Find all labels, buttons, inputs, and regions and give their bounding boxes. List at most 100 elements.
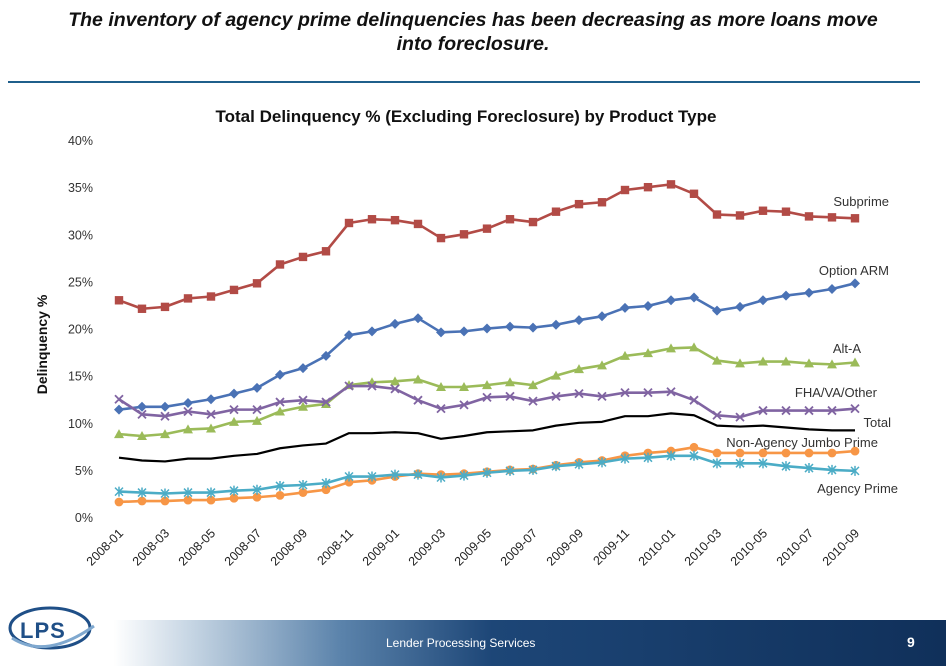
data-point (229, 404, 239, 415)
series-line (118, 282, 856, 411)
x-tick-label: 2010-05 (728, 526, 770, 568)
data-point (206, 487, 216, 498)
data-point (735, 448, 745, 458)
data-point (206, 495, 216, 505)
data-point (781, 356, 791, 366)
data-point (114, 394, 124, 404)
data-point (551, 461, 561, 472)
data-point (321, 247, 331, 256)
data-point (620, 302, 630, 313)
data-point (689, 450, 699, 461)
series-label: Option ARM (819, 263, 889, 278)
data-point (183, 487, 193, 498)
data-point (137, 304, 147, 313)
series-line (118, 384, 856, 419)
series-line (118, 346, 856, 438)
data-point (137, 409, 147, 419)
x-tick-label: 2009-03 (406, 526, 448, 568)
data-point (206, 423, 216, 433)
data-point (206, 409, 216, 419)
data-point (643, 300, 653, 311)
data-point (574, 199, 584, 209)
data-point (367, 215, 377, 224)
data-point (643, 182, 653, 192)
y-tick-label: 35% (68, 181, 93, 195)
headline-line-1: The inventory of agency prime delinquenc… (68, 9, 878, 31)
data-point (206, 292, 216, 301)
data-point (620, 453, 630, 464)
series-alt-a (114, 342, 860, 441)
data-point (850, 446, 860, 456)
data-point (482, 392, 492, 402)
y-axis-label: Delinquency % (34, 294, 50, 394)
data-point (620, 185, 630, 195)
data-point (344, 330, 354, 341)
data-point (528, 464, 538, 475)
data-point (620, 388, 630, 398)
data-point (114, 429, 124, 439)
data-point (114, 404, 124, 415)
footer-bar (0, 620, 946, 666)
data-point (390, 215, 400, 225)
x-tick-label: 2008-11 (314, 526, 356, 568)
data-point (712, 410, 722, 420)
data-point (298, 252, 308, 262)
data-point (436, 472, 446, 483)
headline-line-2: into foreclosure. (396, 33, 550, 55)
data-point (137, 496, 147, 506)
data-point (160, 488, 170, 499)
x-tick-label: 2009-09 (544, 526, 586, 568)
data-point (390, 469, 400, 480)
data-point (459, 381, 469, 391)
data-point (528, 217, 538, 227)
data-point (735, 301, 745, 312)
data-point (482, 323, 492, 334)
series-line (118, 183, 856, 311)
data-point (551, 370, 561, 380)
data-point (551, 391, 561, 402)
data-point (666, 450, 676, 461)
data-point (827, 359, 837, 369)
data-point (597, 457, 607, 468)
series-label: Agency Prime (817, 481, 898, 496)
data-point (689, 395, 699, 405)
data-point (459, 326, 469, 337)
data-point (735, 458, 745, 469)
slide-headline: The inventory of agency prime delinquenc… (0, 8, 946, 56)
data-point (505, 377, 515, 387)
data-point (574, 315, 584, 326)
data-point (160, 429, 170, 439)
data-point (436, 381, 446, 391)
data-point (137, 401, 147, 412)
data-point (436, 404, 446, 414)
data-point (252, 484, 262, 495)
data-point (436, 327, 446, 338)
data-point (505, 215, 515, 224)
data-point (321, 350, 331, 361)
header-divider (8, 81, 920, 83)
data-point (643, 388, 653, 398)
data-point (183, 398, 193, 409)
data-point (482, 224, 492, 233)
x-tick-label: 2009-07 (498, 526, 540, 568)
data-point (528, 322, 538, 333)
data-point (344, 477, 354, 487)
data-point (597, 360, 607, 370)
x-tick-label: 2010-03 (682, 526, 724, 568)
series-fha-va-other (114, 381, 860, 422)
series-subprime (114, 180, 860, 313)
data-point (758, 458, 768, 469)
x-tick-label: 2008-09 (268, 526, 310, 568)
data-point (160, 496, 170, 506)
data-point (298, 488, 308, 497)
data-point (666, 387, 676, 397)
series-agency-prime (114, 450, 860, 499)
data-point (804, 448, 814, 458)
data-point (666, 180, 676, 189)
data-point (666, 343, 676, 353)
data-point (413, 374, 423, 384)
data-point (367, 326, 377, 337)
data-point (344, 471, 354, 482)
data-point (735, 211, 745, 220)
y-tick-label: 5% (75, 464, 93, 478)
